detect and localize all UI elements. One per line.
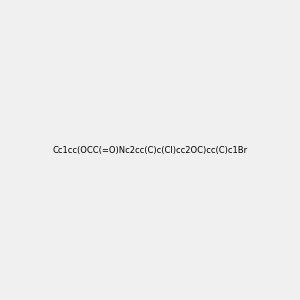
- Text: Cc1cc(OCC(=O)Nc2cc(C)c(Cl)cc2OC)cc(C)c1Br: Cc1cc(OCC(=O)Nc2cc(C)c(Cl)cc2OC)cc(C)c1B…: [52, 146, 247, 154]
